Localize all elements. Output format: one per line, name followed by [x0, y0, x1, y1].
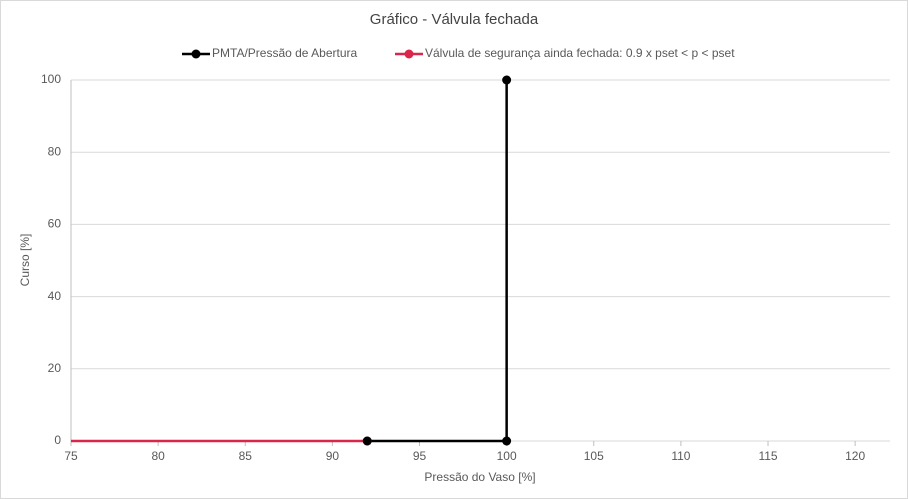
legend-marker	[191, 49, 201, 59]
x-tick-label: 100	[497, 449, 517, 463]
y-tick-label: 100	[41, 72, 61, 86]
y-tick-label: 20	[48, 361, 62, 375]
x-tick-label: 120	[845, 449, 865, 463]
x-tick-label: 90	[326, 449, 340, 463]
y-tick-label: 40	[48, 289, 62, 303]
legend: PMTA/Pressão de Abertura Válvula de segur…	[182, 46, 735, 60]
legend-label: PMTA/Pressão de Abertura	[212, 46, 358, 60]
x-tick-label: 80	[151, 449, 165, 463]
legend-label: Válvula de segurança ainda fechada: 0.9 …	[425, 46, 735, 60]
y-tick-label: 60	[48, 217, 62, 231]
y-tick-label: 0	[54, 433, 61, 447]
point	[502, 75, 512, 85]
x-tick-label: 75	[64, 449, 78, 463]
y-tick-label: 80	[48, 144, 62, 158]
chart-title: Gráfico - Válvula fechada	[370, 11, 539, 28]
x-axis-label: Pressão do Vaso [%]	[424, 470, 535, 484]
x-tick-label: 115	[758, 449, 777, 463]
x-tick-label: 95	[413, 449, 427, 463]
x-tick-label: 105	[584, 449, 604, 463]
grid: 0 20 40 60 80 100 75 80 85 90 95 100 105 110 115 120	[41, 72, 890, 463]
x-tick-label: 110	[671, 449, 690, 463]
point	[502, 436, 512, 446]
x-tick-label: 85	[239, 449, 253, 463]
markers	[362, 75, 512, 446]
legend-marker	[404, 49, 414, 59]
y-axis-label: Curso [%]	[18, 234, 32, 287]
point	[362, 436, 372, 446]
